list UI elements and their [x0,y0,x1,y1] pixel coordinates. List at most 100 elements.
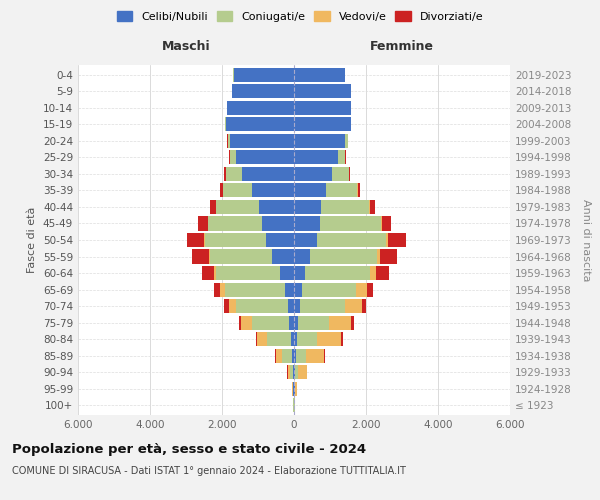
Bar [294,299,300,313]
Bar [298,365,307,379]
Bar [229,150,230,164]
Bar [230,134,294,148]
Bar [326,184,357,198]
Bar [209,250,211,264]
Bar [228,134,230,148]
Legend: Celibi/Nubili, Coniugati/e, Vedovi/e, Divorziati/e: Celibi/Nubili, Coniugati/e, Vedovi/e, Di… [113,8,487,25]
Bar [289,316,294,330]
Bar [198,216,208,230]
Bar [294,167,332,181]
Bar [202,266,214,280]
Bar [296,348,306,362]
Bar [224,167,226,181]
Bar [227,101,294,115]
Bar [294,118,350,132]
Bar [286,282,294,296]
Bar [204,233,205,247]
Bar [317,233,386,247]
Bar [306,348,325,362]
Bar [211,250,272,264]
Bar [283,348,292,362]
Bar [305,266,370,280]
Bar [294,84,350,98]
Bar [351,316,353,330]
Text: Femmine: Femmine [370,40,434,52]
Bar [242,167,294,181]
Bar [236,299,288,313]
Bar [294,332,296,346]
Text: COMUNE DI SIRACUSA - Dati ISTAT 1° gennaio 2024 - Elaborazione TUTTITALIA.IT: COMUNE DI SIRACUSA - Dati ISTAT 1° genna… [12,466,406,476]
Bar [187,233,204,247]
Bar [208,216,262,230]
Bar [298,316,329,330]
Bar [341,332,343,346]
Bar [251,316,289,330]
Bar [294,250,310,264]
Bar [229,299,236,313]
Bar [230,150,236,164]
Bar [295,365,298,379]
Bar [362,299,365,313]
Bar [259,200,294,214]
Bar [376,266,389,280]
Bar [288,299,294,313]
Bar [292,348,294,362]
Bar [251,184,294,198]
Bar [233,68,294,82]
Bar [294,348,296,362]
Bar [232,84,294,98]
Bar [226,118,294,132]
Bar [224,299,229,313]
Bar [294,200,322,214]
Bar [386,233,388,247]
Bar [370,200,376,214]
Bar [294,134,346,148]
Bar [275,348,276,362]
Bar [256,332,257,346]
Bar [220,184,223,198]
Bar [295,382,297,396]
Bar [292,382,293,396]
Bar [349,167,350,181]
Bar [300,299,344,313]
Bar [239,316,241,330]
Bar [294,365,295,379]
Bar [322,200,369,214]
Bar [223,184,251,198]
Bar [257,332,268,346]
Bar [332,167,349,181]
Bar [377,250,380,264]
Bar [367,282,373,296]
Bar [302,282,356,296]
Bar [294,266,305,280]
Bar [294,68,346,82]
Bar [294,233,317,247]
Bar [290,365,293,379]
Bar [294,184,326,198]
Bar [346,134,347,148]
Bar [370,266,376,280]
Bar [272,250,294,264]
Bar [236,150,294,164]
Bar [226,167,242,181]
Bar [317,332,341,346]
Bar [280,266,294,280]
Bar [388,233,406,247]
Bar [356,282,367,296]
Bar [358,184,360,198]
Bar [294,101,350,115]
Bar [191,250,209,264]
Bar [220,282,225,296]
Bar [225,282,286,296]
Bar [296,332,317,346]
Bar [205,233,266,247]
Bar [293,365,294,379]
Bar [288,365,290,379]
Bar [216,266,280,280]
Y-axis label: Fasce di età: Fasce di età [28,207,37,273]
Bar [294,316,298,330]
Bar [210,200,216,214]
Text: Popolazione per età, sesso e stato civile - 2024: Popolazione per età, sesso e stato civil… [12,442,366,456]
Bar [329,316,351,330]
Bar [294,216,320,230]
